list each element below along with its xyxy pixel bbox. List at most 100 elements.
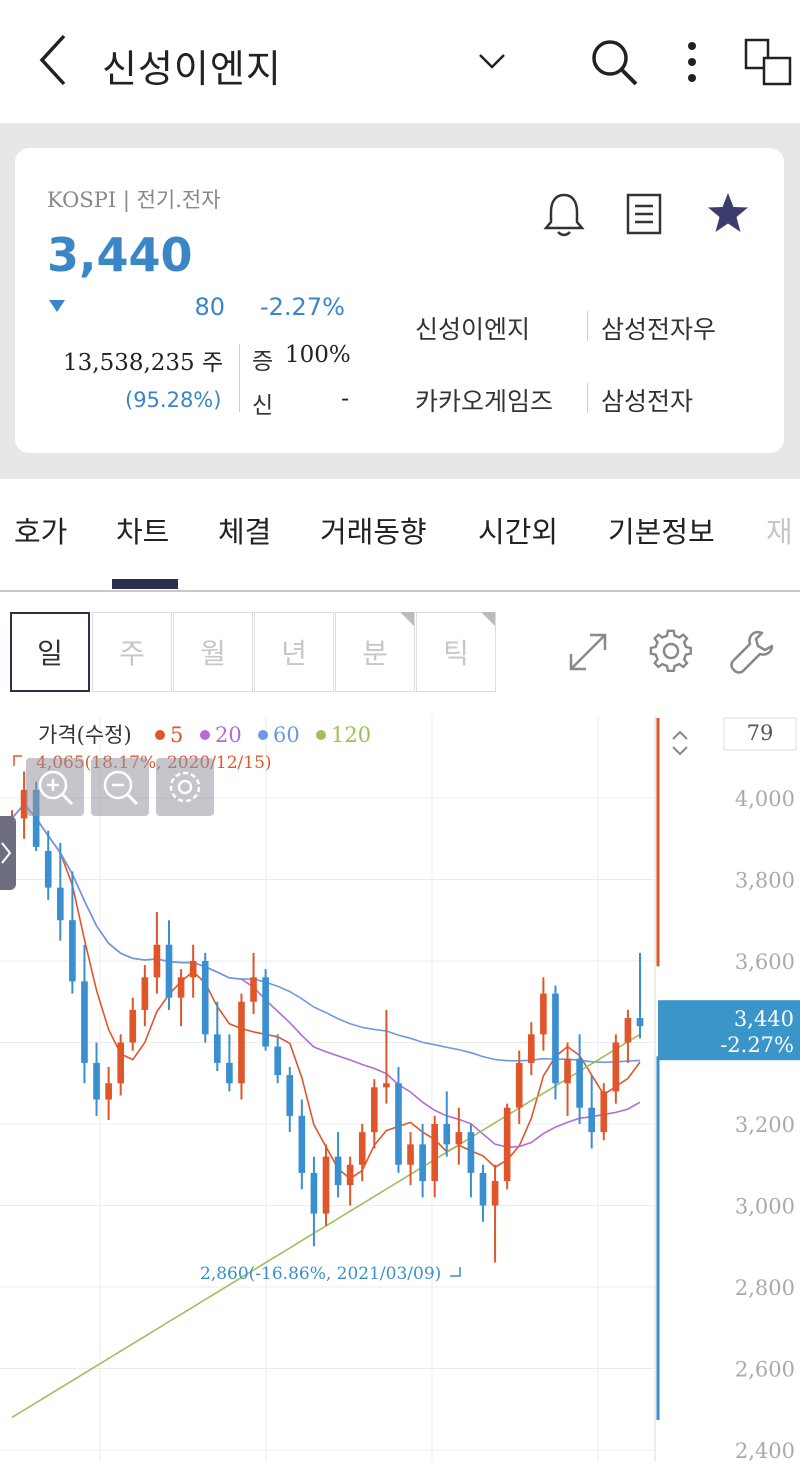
gear-icon[interactable] xyxy=(648,628,694,674)
app-header: 신성이엔지 xyxy=(0,0,800,123)
y-tick-label: 2,400 xyxy=(735,1439,795,1461)
corner-marker xyxy=(481,612,495,626)
y-tick-label: 4,000 xyxy=(735,787,795,811)
search-icon[interactable] xyxy=(588,36,640,88)
more-icon[interactable] xyxy=(682,40,702,84)
volume-ratio: (95.28%) xyxy=(125,388,222,412)
candle-body xyxy=(515,1062,523,1108)
related-stock-4[interactable]: 삼성전자 xyxy=(601,387,694,416)
price-chart[interactable]: 4,0003,8003,6003,4003,2003,0002,8002,600… xyxy=(0,716,800,1461)
active-tab-indicator xyxy=(112,579,178,589)
legend-dot xyxy=(200,730,210,740)
legend-dot xyxy=(316,730,326,740)
candle-body xyxy=(395,1083,402,1165)
tab-chart[interactable]: 차트 xyxy=(116,515,170,549)
candle-body xyxy=(624,1018,632,1043)
chart-settings-button[interactable] xyxy=(156,758,214,816)
candle-body xyxy=(540,993,547,1035)
y-tick-label: 3,800 xyxy=(735,869,795,893)
moving-average-5 xyxy=(11,802,641,1180)
candle-body xyxy=(226,1062,233,1084)
back-arrow-icon[interactable] xyxy=(36,30,76,90)
tab-bar: 호가 차트 체결 거래동향 시간외 기본정보 재 xyxy=(0,479,800,592)
current-pct-label: -2.27% xyxy=(720,1033,794,1057)
legend-item-5: 5 xyxy=(170,723,183,747)
high-marker xyxy=(13,755,22,766)
period-tick[interactable]: 틱 xyxy=(416,612,496,692)
related-stock-2[interactable]: 삼성전자우 xyxy=(601,315,717,344)
candle-body xyxy=(431,1124,439,1182)
expand-icon[interactable] xyxy=(566,630,610,674)
period-year[interactable]: 년 xyxy=(254,612,334,692)
candle-body xyxy=(576,1058,583,1108)
period-day[interactable]: 일 xyxy=(10,612,90,692)
candle-body xyxy=(636,1018,644,1027)
candle-body xyxy=(383,1083,390,1088)
y-tick-label: 3,200 xyxy=(735,1113,795,1137)
tab-financials[interactable]: 재 xyxy=(766,515,793,549)
credit-value: - xyxy=(341,386,350,412)
chevron-down-icon[interactable] xyxy=(474,46,510,76)
legend-item-120: 120 xyxy=(331,723,371,747)
candle-body xyxy=(298,1115,306,1173)
candle-body xyxy=(250,977,257,1002)
legend-dot xyxy=(258,730,268,740)
candle-body xyxy=(612,1042,620,1092)
current-price-label: 3,440 xyxy=(734,1007,794,1031)
zoom-out-icon xyxy=(103,770,139,806)
candle-body xyxy=(44,850,52,888)
bell-icon[interactable] xyxy=(542,190,586,240)
chart-legend-label: 가격(수정) xyxy=(38,723,132,747)
tab-trading-trend[interactable]: 거래동향 xyxy=(320,515,427,549)
scroll-updown-icon[interactable] xyxy=(668,728,692,758)
candle-body xyxy=(407,1144,414,1165)
moving-average-120 xyxy=(11,1033,641,1419)
candle-body xyxy=(69,920,76,982)
price-change-pct: -2.27% xyxy=(260,293,345,321)
star-icon[interactable] xyxy=(705,190,751,236)
zoom-in-button[interactable] xyxy=(26,758,84,816)
candle-body xyxy=(600,1091,608,1133)
y-tick-label: 2,600 xyxy=(735,1358,795,1382)
legend-dot xyxy=(155,730,165,740)
candle-body xyxy=(322,1156,330,1214)
stock-title[interactable]: 신성이엔지 xyxy=(102,47,282,91)
candle-body xyxy=(274,1046,282,1076)
quote-card: KOSPI | 전기.전자 3,440 80 -2.27% 13,538,235… xyxy=(15,148,784,453)
down-triangle-icon xyxy=(49,300,65,312)
tab-basic-info[interactable]: 기본정보 xyxy=(608,515,715,549)
related-stock-1[interactable]: 신성이엔지 xyxy=(415,315,531,344)
candle-body xyxy=(153,944,161,978)
y-tick-label: 3,000 xyxy=(735,1195,795,1219)
wrench-icon[interactable] xyxy=(728,628,776,676)
tab-trades[interactable]: 체결 xyxy=(218,515,272,549)
side-drawer-handle[interactable] xyxy=(0,816,16,890)
zoom-out-button[interactable] xyxy=(91,758,149,816)
candle-body xyxy=(93,1062,100,1100)
period-month[interactable]: 월 xyxy=(173,612,253,692)
document-icon[interactable] xyxy=(624,192,664,236)
candle-body xyxy=(467,1132,475,1173)
tab-after-hours[interactable]: 시간외 xyxy=(478,515,559,549)
tab-orderbook[interactable]: 호가 xyxy=(14,515,68,549)
price-change: 80 xyxy=(194,293,225,321)
candle-body xyxy=(262,977,269,1047)
low-marker xyxy=(450,1267,461,1277)
y-tick-label: 2,800 xyxy=(735,1276,795,1300)
market-sector: KOSPI | 전기.전자 xyxy=(47,188,221,212)
candle-body xyxy=(117,1042,125,1084)
period-minute[interactable]: 분 xyxy=(335,612,415,692)
candle-body xyxy=(177,977,185,998)
window-icon[interactable] xyxy=(742,36,794,88)
candle-body xyxy=(479,1172,487,1206)
candle-body xyxy=(20,789,28,819)
candle-body xyxy=(165,944,173,998)
candle-body xyxy=(201,961,209,1035)
candle-body xyxy=(503,1107,511,1182)
candle-body xyxy=(552,993,559,1084)
related-stock-3[interactable]: 카카오게임즈 xyxy=(415,387,554,416)
candle-body xyxy=(346,1164,354,1186)
current-price: 3,440 xyxy=(47,228,193,282)
period-week[interactable]: 주 xyxy=(92,612,172,692)
chart-toolbar: 일 주 월 년 분 틱 xyxy=(0,592,800,716)
